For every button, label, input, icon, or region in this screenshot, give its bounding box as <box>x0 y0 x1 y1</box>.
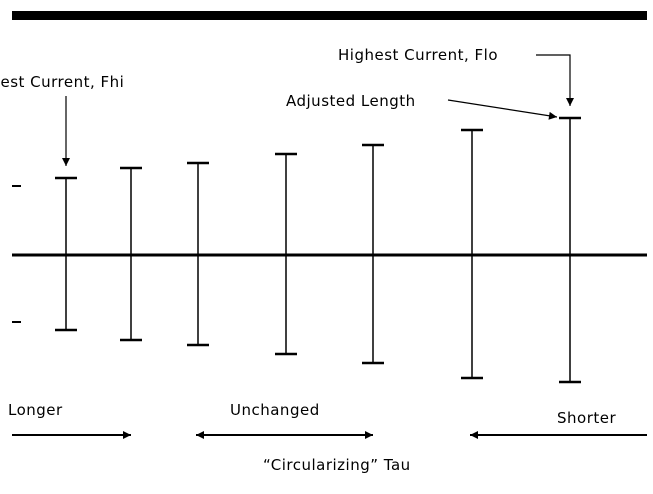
element <box>55 176 77 332</box>
label-flo: Highest Current, Flo <box>338 46 498 64</box>
label-adjusted: Adjusted Length <box>286 92 416 110</box>
arrow <box>536 54 574 106</box>
element <box>275 152 297 356</box>
label-tau: “Circularizing” Tau <box>263 456 411 474</box>
arrow <box>447 99 558 120</box>
top-bar <box>12 11 647 20</box>
element <box>362 143 384 365</box>
element <box>120 166 142 342</box>
elements <box>55 116 581 384</box>
element <box>461 128 483 380</box>
element <box>559 116 581 384</box>
label-fhi: Highest Current, Fhi <box>0 73 124 91</box>
label-longer: Longer <box>8 401 63 419</box>
element <box>187 161 209 347</box>
label-shorter: Shorter <box>557 409 616 427</box>
label-unchanged: Unchanged <box>230 401 320 419</box>
